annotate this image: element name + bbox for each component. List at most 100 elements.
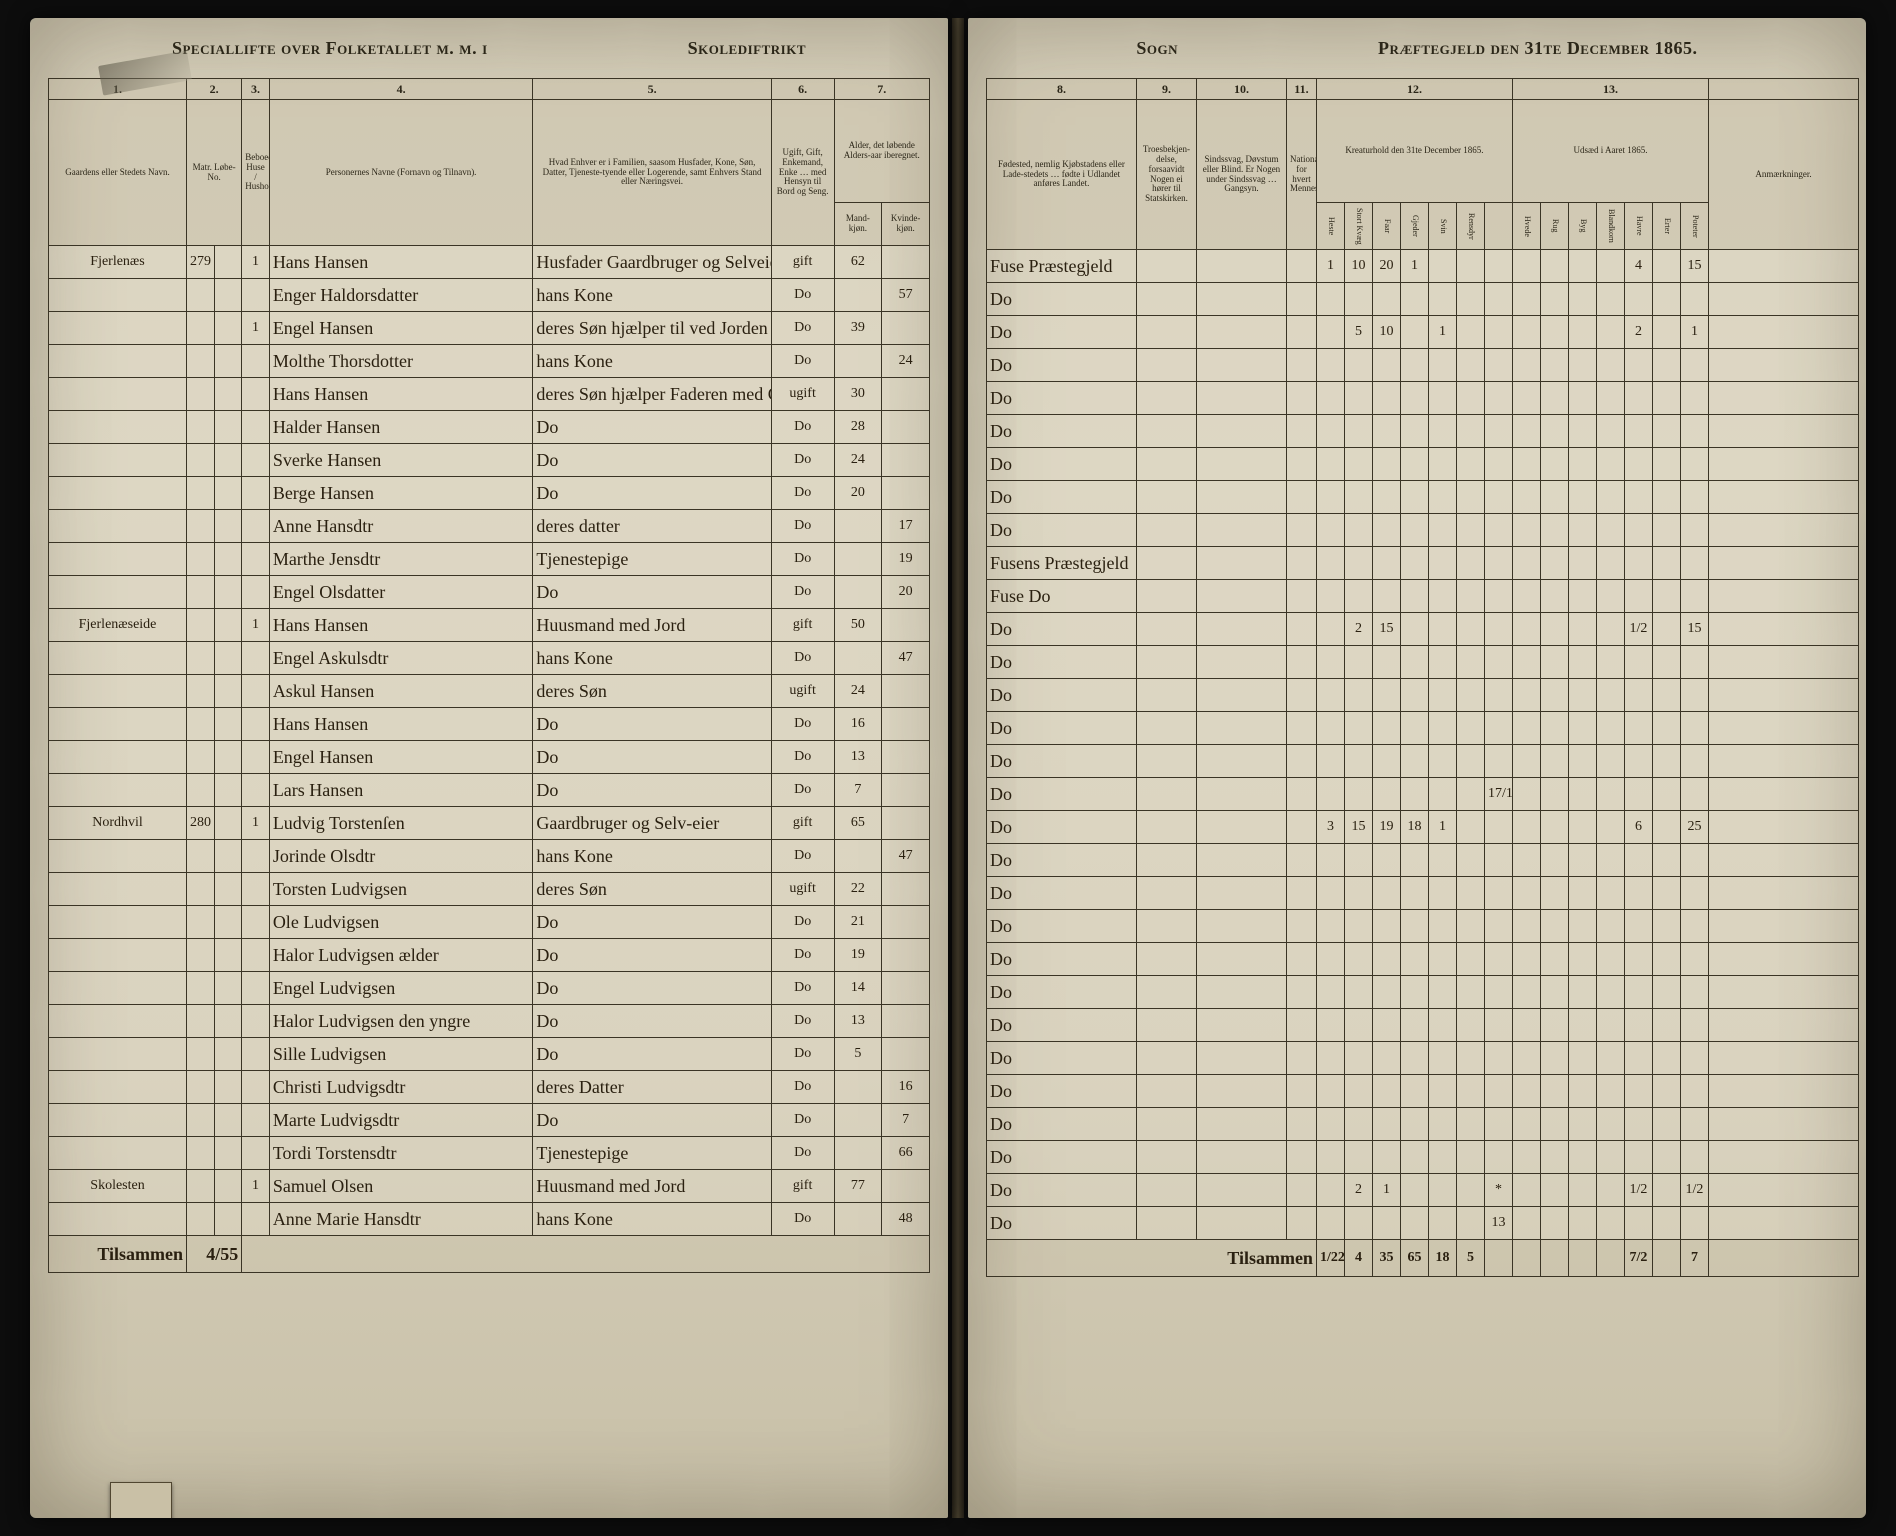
colnum-5: 5. xyxy=(533,79,771,100)
livestock-cell xyxy=(1428,745,1456,778)
person-name: Berge Hansen xyxy=(269,477,533,510)
right-header-b: Præftegjeld den 31te December 1865. xyxy=(1378,38,1698,59)
seed-cell xyxy=(1568,349,1596,382)
cell xyxy=(187,477,215,510)
table-row: Hans Hansenderes Søn hjælper Faderen med… xyxy=(49,378,930,411)
gaard-name xyxy=(49,312,187,345)
cell: 16 xyxy=(882,1071,930,1104)
person-name: Engel Olsdatter xyxy=(269,576,533,609)
seed-cell xyxy=(1568,712,1596,745)
table-row: Nordhvil2801Ludvig TorstenſenGaardbruger… xyxy=(49,807,930,840)
cell: Do xyxy=(771,642,834,675)
person-name: Engel Hansen xyxy=(269,312,533,345)
cell xyxy=(214,1170,242,1203)
livestock-cell xyxy=(1344,514,1372,547)
seed-cell xyxy=(1652,481,1680,514)
birthplace: Do xyxy=(986,646,1136,679)
cell xyxy=(1136,547,1196,580)
seed-cell xyxy=(1680,877,1708,910)
footer-seed xyxy=(1652,1240,1680,1277)
seed-cell xyxy=(1540,547,1568,580)
livestock-cell xyxy=(1400,1042,1428,1075)
cell xyxy=(1136,679,1196,712)
cell xyxy=(1286,1075,1316,1108)
cell xyxy=(242,1104,270,1137)
cell xyxy=(187,642,215,675)
livestock-cell xyxy=(1484,1108,1512,1141)
seed-cell xyxy=(1540,745,1568,778)
cell xyxy=(214,312,242,345)
cell xyxy=(1136,1174,1196,1207)
footer-seed xyxy=(1596,1240,1624,1277)
seed-cell xyxy=(1568,976,1596,1009)
livestock-col-0: Heste xyxy=(1316,203,1344,250)
table-row: Christi Ludvigsdtrderes DatterDo16 xyxy=(49,1071,930,1104)
table-row: Do xyxy=(986,646,1858,679)
seed-cell xyxy=(1624,1009,1652,1042)
cell xyxy=(242,1005,270,1038)
seed-cell xyxy=(1512,382,1540,415)
seed-cell xyxy=(1568,415,1596,448)
table-row: Do xyxy=(986,1141,1858,1174)
cell xyxy=(1136,1108,1196,1141)
seed-cell xyxy=(1652,349,1680,382)
seed-cell xyxy=(1568,1141,1596,1174)
seed-cell xyxy=(1512,1174,1540,1207)
cell xyxy=(882,774,930,807)
livestock-cell xyxy=(1428,514,1456,547)
cell: deres Søn xyxy=(533,675,771,708)
cell: 24 xyxy=(834,675,882,708)
livestock-cell: 1 xyxy=(1316,250,1344,283)
livestock-cell xyxy=(1428,448,1456,481)
livestock-cell xyxy=(1456,712,1484,745)
livestock-cell xyxy=(1344,712,1372,745)
footer-seed xyxy=(1540,1240,1568,1277)
livestock-cell: 2 xyxy=(1344,1174,1372,1207)
table-row: Do xyxy=(986,349,1858,382)
seed-cell xyxy=(1512,613,1540,646)
birthplace: Do xyxy=(986,811,1136,844)
table-row: Do xyxy=(986,844,1858,877)
livestock-cell xyxy=(1316,514,1344,547)
birthplace: Do xyxy=(986,679,1136,712)
livestock-cell xyxy=(1484,316,1512,349)
table-row: Do xyxy=(986,745,1858,778)
table-row: Do xyxy=(986,1009,1858,1042)
right-header: Sogn Præftegjeld den 31te December 1865. xyxy=(968,18,1866,78)
cell: Do xyxy=(771,1071,834,1104)
livestock-cell xyxy=(1400,580,1428,613)
person-name: Engel Hansen xyxy=(269,741,533,774)
livestock-cell xyxy=(1400,448,1428,481)
livestock-cell xyxy=(1456,910,1484,943)
seed-cell xyxy=(1596,646,1624,679)
seed-cell xyxy=(1624,679,1652,712)
seed-cell xyxy=(1568,1207,1596,1240)
cell xyxy=(1196,349,1286,382)
cell: Do xyxy=(771,576,834,609)
cell xyxy=(1196,580,1286,613)
cell xyxy=(882,246,930,279)
livestock-cell xyxy=(1428,1042,1456,1075)
seed-cell xyxy=(1568,481,1596,514)
cell: 20 xyxy=(882,576,930,609)
seed-cell: 15 xyxy=(1680,250,1708,283)
seed-cell xyxy=(1540,514,1568,547)
birthplace: Do xyxy=(986,943,1136,976)
right-page: Sogn Præftegjeld den 31te December 1865.… xyxy=(968,18,1866,1518)
seed-cell xyxy=(1596,613,1624,646)
birthplace: Fuse Præstegjeld xyxy=(986,250,1136,283)
cell xyxy=(187,1203,215,1236)
seed-cell xyxy=(1680,778,1708,811)
livestock-cell xyxy=(1372,1207,1400,1240)
seed-cell xyxy=(1540,481,1568,514)
footer-left-label: Tilsammen xyxy=(49,1236,187,1273)
livestock-cell xyxy=(1344,976,1372,1009)
seed-cell xyxy=(1540,316,1568,349)
note-cell xyxy=(1708,481,1858,514)
seed-cell xyxy=(1512,1075,1540,1108)
table-row: Do510121 xyxy=(986,316,1858,349)
seed-cell xyxy=(1652,547,1680,580)
cell xyxy=(1136,382,1196,415)
cell xyxy=(214,1071,242,1104)
cell xyxy=(187,1170,215,1203)
